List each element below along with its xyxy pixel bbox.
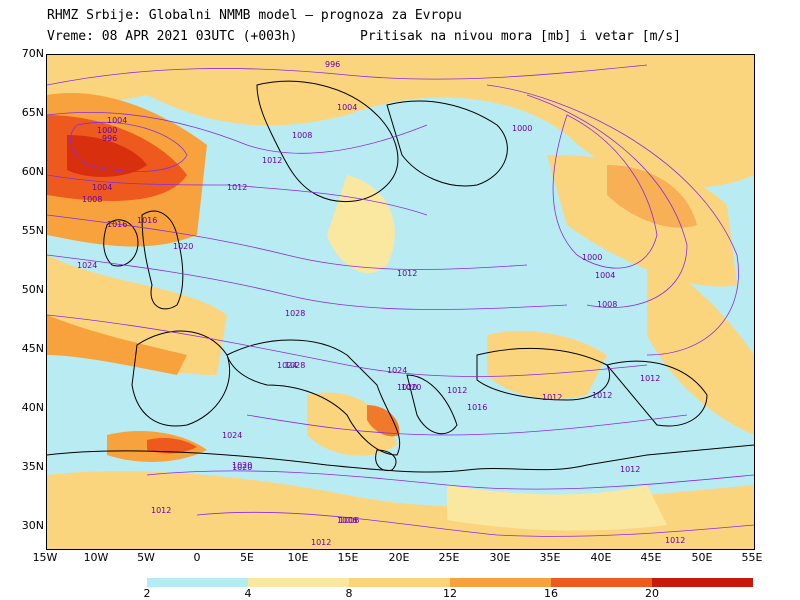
lon-label: 0 [193, 551, 201, 564]
isobar-label: 1004 [595, 271, 615, 280]
legend-tick: 12 [443, 587, 457, 600]
isobar-label: 1012 [620, 465, 640, 474]
lon-label: 15W [32, 551, 58, 564]
map-canvas: 996 1000 1004 1004 1008 1012 1016 1020 1… [47, 55, 754, 549]
isobar-label: 1024 [77, 261, 97, 270]
legend-tick: 4 [244, 587, 252, 600]
isobar-label: 996 [325, 60, 340, 69]
isobar-label: 1012 [227, 183, 247, 192]
isobar-label: 1016 [467, 403, 487, 412]
wind-fill-layer [47, 55, 754, 549]
lon-label: 25E [438, 551, 460, 564]
forecast-time: Vreme: 08 APR 2021 03UTC (+003h) [47, 29, 298, 44]
lat-label: 70N [21, 47, 44, 60]
field-description: Pritisak na nivou mora [mb] i vetar [m/s… [360, 29, 681, 44]
weather-map: 996 1000 1004 1004 1008 1012 1016 1020 1… [46, 54, 755, 550]
lon-label: 5W [137, 551, 155, 564]
lon-label: 5E [240, 551, 254, 564]
isobar-label: 1012 [262, 156, 282, 165]
isobar-label: 1004 [337, 103, 357, 112]
isobar-label: 1028 [285, 309, 305, 318]
lon-label: 20E [388, 551, 410, 564]
lon-label: 10E [287, 551, 309, 564]
isobar-label: 1004 [92, 183, 112, 192]
isobar-label: 1004 [107, 116, 127, 125]
isobar-label: 1020 [232, 463, 252, 472]
isobar-label: 1008 [82, 195, 102, 204]
lon-label: 40E [590, 551, 612, 564]
lat-label: 35N [21, 460, 44, 473]
lat-label: 50N [21, 283, 44, 296]
lon-label: 30E [489, 551, 511, 564]
isobar-label: 1000 [512, 124, 532, 133]
isobar-layer [47, 64, 754, 537]
isobar-label: 1000 [97, 126, 117, 135]
isobar-label: 1016 [337, 516, 357, 525]
lon-label: 50E [691, 551, 713, 564]
lon-label: 10W [83, 551, 109, 564]
coastline-layer [47, 80, 754, 473]
isobar-label: 1012 [640, 374, 660, 383]
isobar-label: 1012 [542, 393, 562, 402]
isobar-label: 1012 [447, 386, 467, 395]
isobar-label: 1012 [397, 269, 417, 278]
lat-label: 60N [21, 165, 44, 178]
lon-label: 15E [337, 551, 359, 564]
legend-swatch [248, 578, 349, 587]
legend-tick: 2 [143, 587, 151, 600]
lat-label: 40N [21, 401, 44, 414]
isobar-label: 1008 [292, 131, 312, 140]
isobar-label: 1020 [173, 242, 193, 251]
legend-swatch [450, 578, 551, 587]
lat-label: 45N [21, 342, 44, 355]
isobar-label: 1024 [387, 366, 407, 375]
isobar-label: 996 [102, 134, 117, 143]
isobar-label: 1024 [222, 431, 242, 440]
isobar-label: 1008 [597, 300, 617, 309]
isobar-label: 1000 [582, 253, 602, 262]
map-title: RHMZ Srbije: Globalni NMMB model — progn… [47, 8, 462, 23]
lon-label: 35E [539, 551, 561, 564]
isobar-label: 1012 [665, 536, 685, 545]
legend-swatch [652, 578, 753, 587]
isobar-label: 1012 [311, 538, 331, 547]
lat-label: 55N [21, 224, 44, 237]
isobar-label: 1028 [285, 361, 305, 370]
lon-label: 45E [640, 551, 662, 564]
legend-tick: 20 [645, 587, 659, 600]
lon-label: 55E [741, 551, 763, 564]
isobar-label: 1016 [137, 216, 157, 225]
isobar-label: 1016 [107, 220, 127, 229]
wind-speed-legend [147, 578, 753, 587]
isobar-label: 1020 [401, 383, 421, 392]
legend-swatch [349, 578, 450, 587]
legend-swatch [551, 578, 652, 587]
isobar-label: 1016 [339, 516, 359, 525]
isobar-label: 1020 [397, 383, 417, 392]
legend-tick: 8 [345, 587, 353, 600]
lat-label: 65N [21, 106, 44, 119]
isobar-label: 1012 [592, 391, 612, 400]
isobar-label: 1020 [232, 461, 252, 470]
lat-label: 30N [21, 519, 44, 532]
isobar-label: 1024 [277, 361, 297, 370]
legend-swatch [147, 578, 248, 587]
isobar-label: 1012 [151, 506, 171, 515]
isobar-labels: 996 1000 1004 1004 1008 1012 1016 1020 1… [77, 60, 685, 547]
legend-tick: 16 [544, 587, 558, 600]
